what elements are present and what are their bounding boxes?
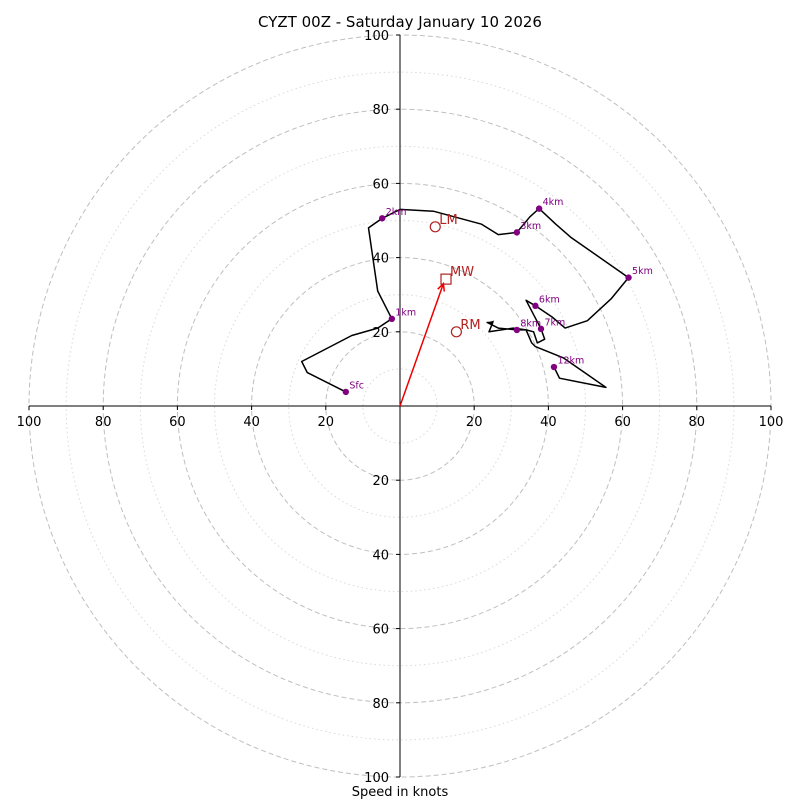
motion-label-mw: MW	[450, 265, 474, 280]
trace-arrow-tip	[487, 320, 495, 325]
height-marker-1km	[388, 315, 396, 323]
y-tick-label: 40	[372, 548, 389, 563]
x-tick-label: 40	[540, 415, 557, 430]
height-marker-3km	[513, 229, 521, 236]
x-tick-label: 20	[318, 415, 335, 430]
y-tick-label: 60	[372, 623, 389, 638]
x-tick-label: 100	[17, 415, 42, 430]
storm-motion-markers: LM RM MW	[399, 213, 481, 407]
height-label-5km: 5km	[632, 266, 653, 277]
y-tick-label: 60	[372, 177, 389, 192]
hodograph-trace	[300, 207, 630, 393]
height-marker-12km	[550, 363, 558, 371]
height-label-3km: 3km	[520, 221, 541, 232]
motion-label-rm: RM	[460, 318, 480, 333]
height-marker-7km	[537, 325, 545, 333]
height-marker-5km	[625, 274, 632, 281]
y-tick-label: 100	[364, 29, 389, 44]
x-tick-label: 80	[689, 415, 706, 430]
x-tick-label: 100	[759, 415, 784, 430]
height-label-8km: 8km	[520, 318, 541, 329]
x-axis-label: Speed in knots	[352, 785, 449, 800]
height-label-1km: 1km	[395, 307, 416, 318]
motion-marker-mw	[440, 273, 452, 285]
height-marker-6km	[532, 302, 539, 310]
height-marker-2km	[378, 215, 386, 222]
chart-title: CYZT 00Z - Saturday January 10 2026	[258, 13, 542, 31]
y-tick-label: 100	[364, 771, 389, 786]
wind-trace-line	[300, 207, 630, 393]
axis-ticks: 100 80 60 40 20 20 40 60 80 100 100 80 60 40 20 20 40 60 8…	[17, 29, 784, 786]
x-tick-label: 60	[169, 415, 186, 430]
height-label-4km: 4km	[543, 197, 564, 208]
x-tick-label: 20	[466, 415, 483, 430]
y-tick-label: 40	[372, 252, 389, 267]
motion-marker-lm	[429, 221, 441, 233]
motion-marker-rm	[450, 326, 462, 338]
y-tick-label: 20	[372, 474, 389, 489]
y-tick-label: 80	[372, 697, 389, 712]
height-label-6km: 6km	[539, 294, 560, 305]
height-label-7km: 7km	[544, 317, 565, 328]
height-marker-8km	[513, 326, 521, 334]
motion-label-lm: LM	[439, 213, 457, 228]
height-marker-4km	[535, 205, 543, 212]
height-label-sfc: Sfc	[349, 380, 364, 391]
y-tick-label: 20	[372, 326, 389, 341]
x-tick-label: 40	[243, 415, 260, 430]
height-marker-sfc	[342, 388, 350, 396]
x-tick-label: 60	[614, 415, 631, 430]
height-label-2km: 2km	[386, 207, 407, 218]
x-tick-label: 80	[95, 415, 112, 430]
mean-wind-arrow	[399, 283, 445, 407]
y-tick-label: 80	[372, 103, 389, 118]
height-label-12km: 12km	[557, 356, 584, 367]
